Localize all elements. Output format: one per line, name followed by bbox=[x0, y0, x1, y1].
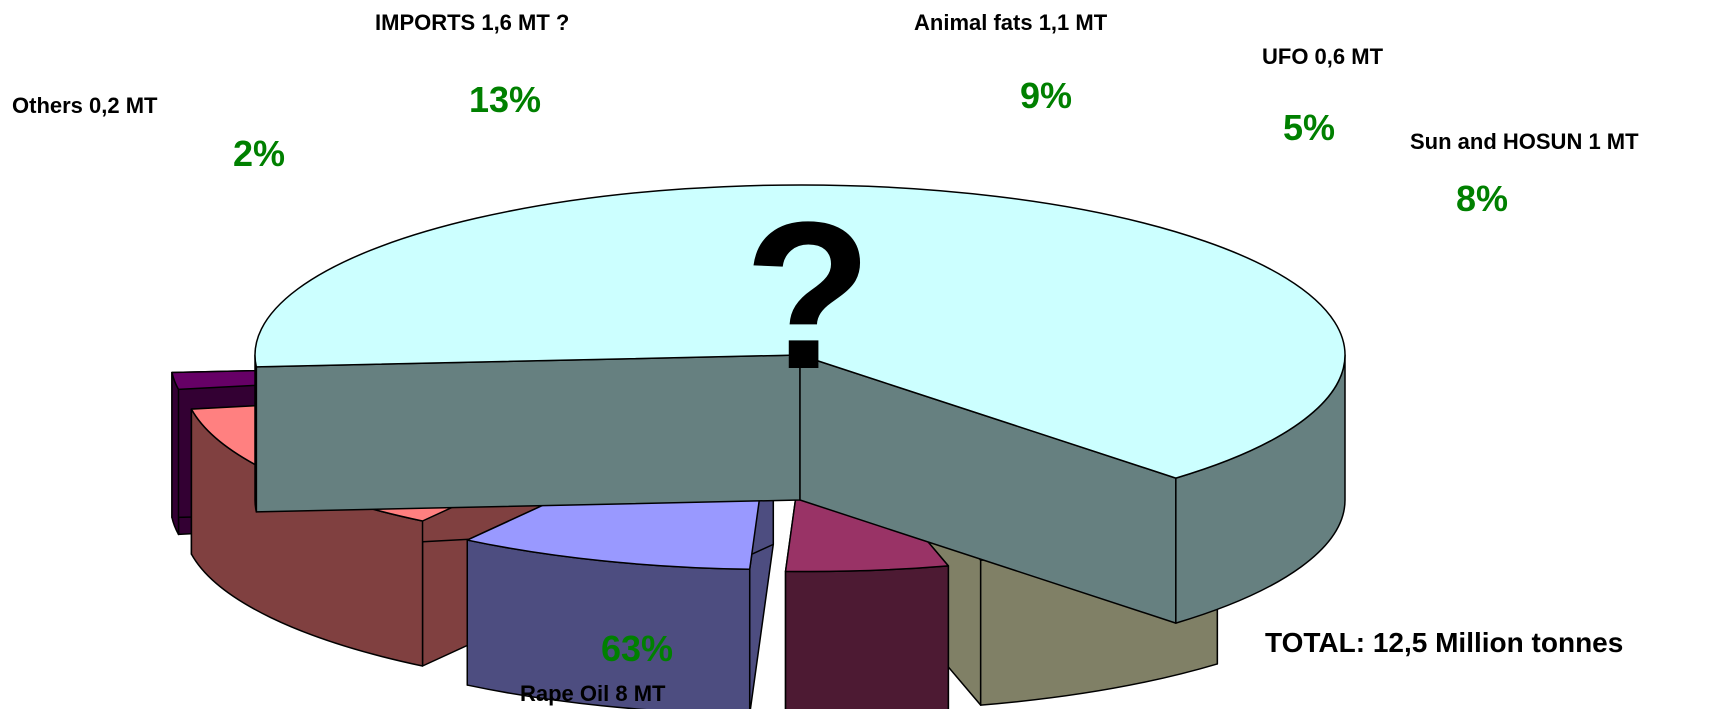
label-sun-hosun: Sun and HOSUN 1 MT bbox=[1410, 129, 1639, 154]
center-question-mark: ? bbox=[744, 178, 872, 413]
percent-animal-fats: 9% bbox=[1020, 75, 1072, 116]
label-rape-oil: Rape Oil 8 MT bbox=[520, 681, 666, 706]
label-others: Others 0,2 MT bbox=[12, 93, 158, 118]
slice-rim-rape-oil-0 bbox=[254, 354, 258, 513]
label-imports: IMPORTS 1,6 MT ? bbox=[375, 10, 569, 35]
slice-rim-ufo-1 bbox=[784, 565, 950, 709]
label-ufo: UFO 0,6 MT bbox=[1262, 44, 1384, 69]
slice-wall-rape-oil-0 bbox=[255, 354, 801, 513]
percent-imports: 13% bbox=[469, 79, 541, 120]
total-label: TOTAL: 12,5 Million tonnes bbox=[1265, 627, 1623, 658]
pie-slices bbox=[171, 184, 1346, 709]
percent-rape-oil: 63% bbox=[601, 628, 673, 669]
slice-rape-oil bbox=[254, 184, 1346, 624]
slice-rim-others-1 bbox=[171, 371, 180, 536]
slice-top-rape-oil bbox=[254, 184, 1346, 479]
percent-others: 2% bbox=[233, 133, 285, 174]
label-animal-fats: Animal fats 1,1 MT bbox=[914, 10, 1108, 35]
percent-ufo: 5% bbox=[1283, 107, 1335, 148]
percent-sun-hosun: 8% bbox=[1456, 178, 1508, 219]
